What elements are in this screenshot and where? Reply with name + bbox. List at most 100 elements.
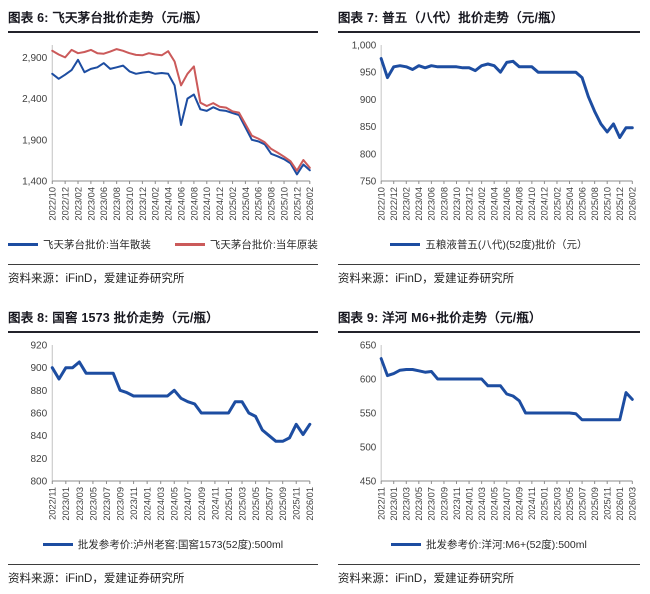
svg-text:2023/01: 2023/01	[61, 487, 71, 521]
chart-area: 1,400 1,900 2,400 2,900 2022/10 2022/12 2023/0…	[8, 37, 318, 237]
svg-text:2025/08: 2025/08	[590, 187, 600, 221]
legend-item: 五粮液普五(八代)(52度)批价（元）	[390, 237, 588, 252]
svg-text:2023/05: 2023/05	[88, 487, 98, 521]
legend-label: 飞天茅台批价:当年原装	[209, 239, 318, 251]
svg-text:2023/10: 2023/10	[452, 187, 462, 221]
svg-text:2025/02: 2025/02	[228, 187, 238, 221]
source-text: 资料来源：iFinD，爱建证券研究所	[8, 573, 185, 585]
chart-legend: 飞天茅台批价:当年散装 飞天茅台批价:当年原装	[8, 237, 318, 252]
figure-panel-7: 图表 7: 普五（八代）批价走势（元/瓶） 750 800 850 900 950 1,0…	[337, 4, 640, 294]
svg-text:2024/10: 2024/10	[202, 187, 212, 221]
svg-text:2025/03: 2025/03	[237, 487, 247, 521]
svg-text:2023/10: 2023/10	[125, 187, 135, 221]
svg-text:2025/02: 2025/02	[552, 187, 562, 221]
svg-text:2023/04: 2023/04	[86, 187, 96, 221]
figure-panel-6: 图表 6: 飞天茅台批价走势（元/瓶） 1,400 1,900 2,400 2,900…	[8, 4, 318, 294]
legend-label: 五粮液普五(八代)(52度)批价（元）	[425, 239, 588, 251]
svg-text:2,900: 2,900	[22, 53, 48, 64]
legend-item: 飞天茅台批价:当年散装	[8, 237, 151, 252]
svg-text:2024/09: 2024/09	[515, 487, 525, 521]
guojiao1573-price-line-chart: 800 820 840 860 880 900 920 2022/11 2023/01 2023/…	[30, 341, 315, 521]
legend-label: 批发参考价:泸州老窖:国窖1573(52度):500ml	[77, 539, 284, 551]
svg-text:2025/06: 2025/06	[577, 187, 587, 221]
svg-text:2025/11: 2025/11	[602, 487, 612, 520]
svg-text:2024/07: 2024/07	[183, 487, 193, 521]
svg-text:2026/01: 2026/01	[615, 487, 625, 521]
chart-legend: 批发参考价:泸州老窖:国窖1573(52度):500ml	[8, 537, 318, 552]
legend-line-swatch	[390, 243, 421, 246]
svg-text:2023/03: 2023/03	[402, 487, 412, 521]
figure-title: 图表 8: 国窖 1573 批价走势（元/瓶）	[8, 304, 318, 333]
svg-text:2023/06: 2023/06	[427, 187, 437, 221]
svg-text:850: 850	[360, 122, 377, 133]
source-note: 资料来源：iFinD，爱建证券研究所	[337, 564, 640, 594]
svg-text:2024/02: 2024/02	[477, 187, 487, 221]
svg-text:650: 650	[360, 340, 377, 351]
svg-text:2025/04: 2025/04	[565, 187, 575, 221]
svg-text:2024/02: 2024/02	[151, 187, 161, 221]
svg-text:600: 600	[360, 374, 377, 385]
legend-line-swatch	[391, 543, 422, 546]
svg-text:2024/06: 2024/06	[176, 187, 186, 221]
svg-text:2024/10: 2024/10	[527, 187, 537, 221]
legend-label: 飞天茅台批价:当年散装	[43, 239, 151, 251]
source-note: 资料来源：iFinD，爱建证券研究所	[8, 564, 318, 594]
chart-area: 800 820 840 860 880 900 920 2022/11 2023/01 2023/…	[8, 337, 318, 537]
chart-legend: 五粮液普五(八代)(52度)批价（元）	[338, 237, 640, 252]
svg-text:2023/05: 2023/05	[414, 487, 424, 521]
svg-text:2024/06: 2024/06	[502, 187, 512, 221]
svg-text:2023/07: 2023/07	[427, 487, 437, 521]
svg-text:2024/01: 2024/01	[143, 487, 153, 521]
svg-text:2026/03: 2026/03	[628, 487, 638, 521]
svg-text:2026/02: 2026/02	[305, 187, 315, 221]
svg-text:2024/03: 2024/03	[477, 487, 487, 521]
svg-text:2025/07: 2025/07	[577, 487, 587, 521]
svg-text:2024/08: 2024/08	[189, 187, 199, 221]
svg-text:2024/11: 2024/11	[527, 487, 537, 520]
legend-line-swatch	[42, 543, 73, 546]
svg-text:2023/09: 2023/09	[115, 487, 125, 521]
svg-text:900: 900	[30, 363, 47, 374]
svg-text:2022/11: 2022/11	[48, 487, 58, 520]
svg-text:750: 750	[360, 176, 377, 187]
figure-title: 图表 7: 普五（八代）批价走势（元/瓶）	[337, 4, 640, 33]
svg-text:2022/12: 2022/12	[61, 187, 71, 221]
svg-text:2023/03: 2023/03	[75, 487, 85, 521]
svg-text:2022/10: 2022/10	[376, 187, 386, 221]
svg-text:2025/07: 2025/07	[265, 487, 275, 521]
svg-text:2023/04: 2023/04	[414, 187, 424, 221]
legend-label: 批发参考价:洋河:M6+(52度):500ml	[426, 539, 587, 551]
svg-text:2024/11: 2024/11	[210, 487, 220, 520]
source-note: 资料来源：iFinD，爱建证券研究所	[8, 264, 318, 294]
svg-text:2024/08: 2024/08	[515, 187, 525, 221]
source-note: 资料来源：iFinD，爱建证券研究所	[337, 264, 640, 294]
svg-text:2023/11: 2023/11	[129, 487, 139, 520]
svg-text:2024/01: 2024/01	[464, 487, 474, 521]
figure-panel-9: 图表 9: 洋河 M6+批价走势（元/瓶） 450 500 550 600 650 202…	[337, 304, 640, 594]
svg-text:2025/01: 2025/01	[540, 487, 550, 521]
svg-text:2024/04: 2024/04	[489, 187, 499, 221]
svg-text:2023/12: 2023/12	[464, 187, 474, 221]
source-text: 资料来源：iFinD，爱建证券研究所	[337, 273, 515, 285]
legend-line-swatch	[8, 243, 38, 246]
legend-item: 批发参考价:泸州老窖:国窖1573(52度):500ml	[42, 537, 284, 552]
svg-text:2023/12: 2023/12	[138, 187, 148, 221]
svg-text:840: 840	[30, 431, 47, 442]
svg-text:2025/05: 2025/05	[565, 487, 575, 521]
svg-text:2025/06: 2025/06	[254, 187, 264, 221]
svg-text:2025/10: 2025/10	[279, 187, 289, 221]
svg-text:800: 800	[30, 477, 47, 488]
svg-text:2023/08: 2023/08	[439, 187, 449, 221]
svg-text:2025/09: 2025/09	[590, 487, 600, 521]
svg-text:2026/01: 2026/01	[305, 487, 315, 521]
svg-text:2023/07: 2023/07	[102, 487, 112, 521]
svg-text:2024/05: 2024/05	[489, 487, 499, 521]
svg-text:2025/11: 2025/11	[292, 487, 302, 520]
svg-text:1,400: 1,400	[22, 177, 48, 188]
source-text: 资料来源：iFinD，爱建证券研究所	[8, 273, 185, 285]
svg-text:500: 500	[360, 442, 377, 453]
legend-line-swatch	[174, 243, 205, 246]
svg-text:800: 800	[360, 149, 377, 160]
svg-text:2024/07: 2024/07	[502, 487, 512, 521]
